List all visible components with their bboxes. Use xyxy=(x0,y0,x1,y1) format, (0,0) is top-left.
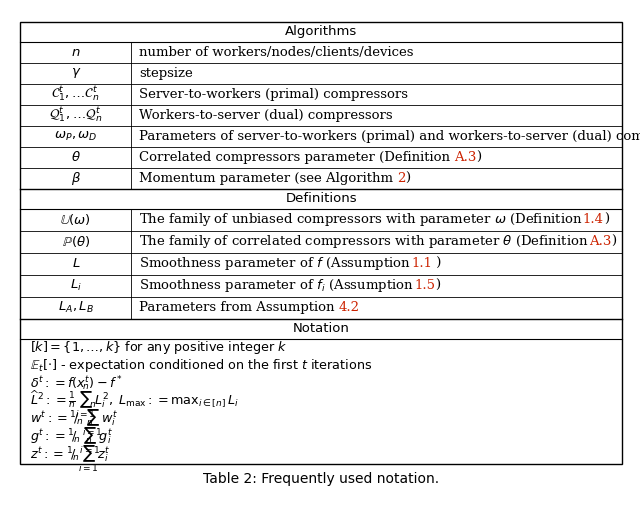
Bar xyxy=(20,22,622,464)
Text: $L_i$: $L_i$ xyxy=(70,278,82,293)
Text: Parameters from Assumption: Parameters from Assumption xyxy=(139,301,339,314)
Text: The family of correlated compressors with parameter $\theta$ (Definition: The family of correlated compressors wit… xyxy=(139,233,589,250)
Text: $n$: $n$ xyxy=(71,46,81,59)
Text: $\theta$: $\theta$ xyxy=(71,150,81,164)
Text: $\mathcal{Q}_1^t,\ldots\mathcal{Q}_n^t$: $\mathcal{Q}_1^t,\ldots\mathcal{Q}_n^t$ xyxy=(49,106,102,125)
Text: $\omega_P, \omega_D$: $\omega_P, \omega_D$ xyxy=(54,130,98,143)
Text: stepsize: stepsize xyxy=(139,67,193,80)
Text: $\delta^t := f(x^t) - f^*$: $\delta^t := f(x^t) - f^*$ xyxy=(30,375,123,392)
Text: Correlated compressors parameter (Definition: Correlated compressors parameter (Defini… xyxy=(139,151,454,163)
Text: number of workers/nodes/clients/devices: number of workers/nodes/clients/devices xyxy=(139,46,413,59)
Text: $z^t := {^1\!/\!_n}\sum_{i=1}^n z_i^t$: $z^t := {^1\!/\!_n}\sum_{i=1}^n z_i^t$ xyxy=(30,436,111,474)
Text: $g^t := {^1\!/\!_n}\sum_{i=1}^n g_i^t$: $g^t := {^1\!/\!_n}\sum_{i=1}^n g_i^t$ xyxy=(30,418,113,456)
Text: $[k] = \{1, \ldots, k\}$ for any positive integer $k$: $[k] = \{1, \ldots, k\}$ for any positiv… xyxy=(30,339,287,356)
Text: A.3: A.3 xyxy=(589,235,611,248)
Text: Parameters of server-to-workers (primal) and workers-to-server (dual) compressor: Parameters of server-to-workers (primal)… xyxy=(139,130,640,143)
Text: 1.5: 1.5 xyxy=(414,279,435,292)
Text: Table 2: Frequently used notation.: Table 2: Frequently used notation. xyxy=(204,473,439,486)
Text: The family of unbiased compressors with parameter $\omega$ (Definition: The family of unbiased compressors with … xyxy=(139,211,583,228)
Text: ): ) xyxy=(604,213,609,226)
Text: ): ) xyxy=(611,235,616,248)
Text: $w^t := {^1\!/\!_n}\sum_{i=1}^n w_i^t$: $w^t := {^1\!/\!_n}\sum_{i=1}^n w_i^t$ xyxy=(30,400,118,438)
Text: $\mathbb{P}(\theta)$: $\mathbb{P}(\theta)$ xyxy=(61,234,90,249)
Text: Server-to-workers (primal) compressors: Server-to-workers (primal) compressors xyxy=(139,88,408,101)
Text: Algorithms: Algorithms xyxy=(285,26,357,38)
Text: ): ) xyxy=(406,172,411,184)
Text: 2: 2 xyxy=(397,172,406,184)
Text: A.3: A.3 xyxy=(454,151,477,163)
Text: Smoothness parameter of $f$ (Assumption: Smoothness parameter of $f$ (Assumption xyxy=(139,255,412,272)
Text: 4.2: 4.2 xyxy=(339,301,360,314)
Text: $\widehat{L}^2 := \frac{1}{n}\sum_{i=1}^n L_i^2,\; L_{\mathrm{max}} := \mathrm{m: $\widehat{L}^2 := \frac{1}{n}\sum_{i=1}^… xyxy=(30,382,239,420)
Text: ): ) xyxy=(477,151,482,163)
Text: $\mathcal{C}_1^t,\ldots\mathcal{C}_n^t$: $\mathcal{C}_1^t,\ldots\mathcal{C}_n^t$ xyxy=(51,85,100,104)
Text: 1.4: 1.4 xyxy=(583,213,604,226)
Text: $L_A, L_B$: $L_A, L_B$ xyxy=(58,300,94,315)
Text: $\beta$: $\beta$ xyxy=(71,170,81,187)
Text: Momentum parameter (see Algorithm: Momentum parameter (see Algorithm xyxy=(139,172,397,184)
Text: ): ) xyxy=(432,257,442,270)
Text: Definitions: Definitions xyxy=(285,192,357,205)
Text: $\mathbb{E}_t\left[\cdot\right]$ - expectation conditioned on the first $t$ iter: $\mathbb{E}_t\left[\cdot\right]$ - expec… xyxy=(30,357,372,374)
Text: Smoothness parameter of $f_i$ (Assumption: Smoothness parameter of $f_i$ (Assumptio… xyxy=(139,277,414,294)
Text: Workers-to-server (dual) compressors: Workers-to-server (dual) compressors xyxy=(139,109,392,122)
Text: $\gamma$: $\gamma$ xyxy=(70,67,81,80)
Text: $\mathbb{U}(\omega)$: $\mathbb{U}(\omega)$ xyxy=(60,212,92,227)
Text: $L$: $L$ xyxy=(72,257,80,270)
Text: Notation: Notation xyxy=(293,322,349,335)
Text: ): ) xyxy=(435,279,440,292)
Text: 1.1: 1.1 xyxy=(412,257,432,270)
